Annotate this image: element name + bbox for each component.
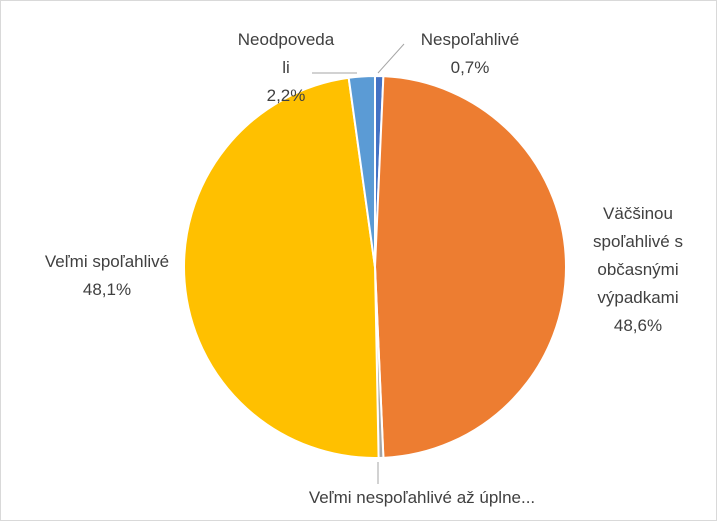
slice-label: Veľmi spoľahlivé 48,1% — [40, 248, 174, 304]
data-label: Veľmi spoľahlivé — [44, 252, 170, 271]
data-label: 48,1% — [82, 280, 132, 299]
slice-label: Veľmi nespoľahlivé až úplne... — [262, 484, 582, 512]
data-label: 2,2% — [266, 86, 306, 105]
slice-label: Neodpovedali 2,2% — [236, 26, 336, 110]
data-label: Veľmi nespoľahlivé až úplne... — [308, 488, 536, 507]
data-label: 48,6% — [613, 316, 663, 335]
pie-slice — [347, 74, 376, 268]
slice-label: Väčšinou spoľahlivé s občasnými výpadkam… — [572, 200, 704, 340]
data-label: Väčšinou spoľahlivé s občasnými výpadkam… — [592, 204, 683, 307]
slices — [183, 74, 567, 459]
data-label: Neodpovedali — [237, 30, 335, 77]
pie-slice — [373, 75, 567, 459]
data-label: 0,7% — [450, 58, 490, 77]
pie-slice — [183, 76, 380, 459]
data-label: Nespoľahlivé — [420, 30, 520, 49]
leader-line — [377, 43, 405, 74]
slice-label: Nespoľahlivé 0,7% — [404, 26, 536, 82]
